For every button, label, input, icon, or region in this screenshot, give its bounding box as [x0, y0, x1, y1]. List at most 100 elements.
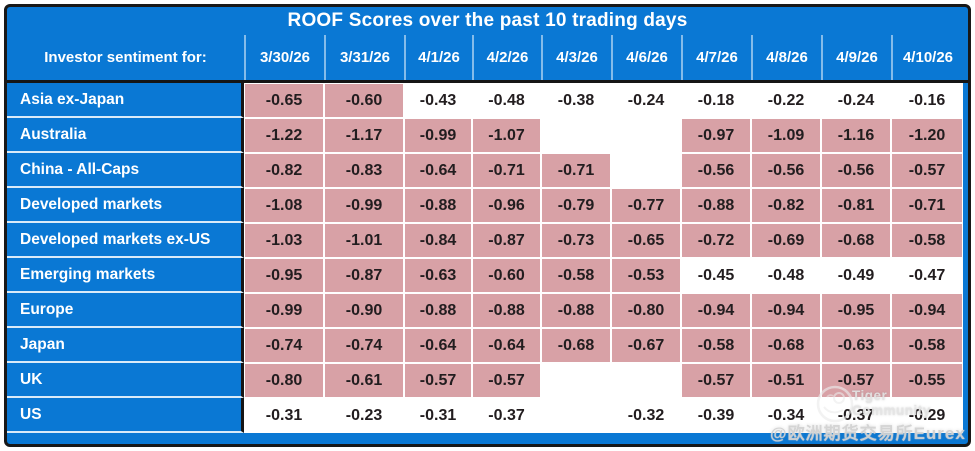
score-cell-blank — [541, 363, 611, 398]
score-cell: -0.69 — [751, 223, 821, 258]
score-cell: -0.94 — [751, 293, 821, 328]
score-cell: -0.53 — [611, 258, 681, 293]
roof-scores-table: ROOF Scores over the past 10 trading day… — [4, 4, 971, 447]
table-row: Europe -0.99 -0.90 -0.88 -0.88 -0.88 -0.80 -0.9… — [7, 293, 968, 328]
score-cell: -0.99 — [324, 188, 404, 223]
score-cell: -0.56 — [821, 153, 891, 188]
score-cell: -1.03 — [244, 223, 324, 258]
header-divider — [7, 80, 968, 83]
score-cell: -0.64 — [404, 153, 472, 188]
score-cell-blank — [611, 118, 681, 153]
row-label: China - All-Caps — [7, 153, 244, 188]
date-column-header: 4/7/26 — [681, 35, 751, 80]
score-cell: -0.55 — [891, 363, 963, 398]
table-row: Developed markets ex-US -1.03 -1.01 -0.84 -0… — [7, 223, 968, 258]
score-cell: -0.16 — [891, 83, 963, 118]
date-column-header: 4/9/26 — [821, 35, 891, 80]
table-row: Asia ex-Japan -0.65 -0.60 -0.43 -0.48 -0.38 -0… — [7, 83, 968, 118]
date-column-header: 4/3/26 — [541, 35, 611, 80]
score-cell: -0.37 — [821, 398, 891, 433]
table-row: US -0.31 -0.23 -0.31 -0.37 -0.32 -0.39 -0.34 -0.… — [7, 398, 968, 433]
table-row: Developed markets -1.08 -0.99 -0.88 -0.96 -0.… — [7, 188, 968, 223]
date-column-header: 4/10/26 — [891, 35, 963, 80]
row-label: Developed markets ex-US — [7, 223, 244, 258]
score-cell: -0.94 — [891, 293, 963, 328]
score-cell-blank — [541, 118, 611, 153]
score-cell: -0.31 — [244, 398, 324, 433]
score-cell: -0.68 — [751, 328, 821, 363]
score-cell: -0.74 — [244, 328, 324, 363]
score-cell: -0.80 — [611, 293, 681, 328]
score-cell: -0.37 — [472, 398, 541, 433]
score-cell: -0.88 — [541, 293, 611, 328]
table-title: ROOF Scores over the past 10 trading day… — [287, 10, 688, 31]
score-cell: -0.88 — [472, 293, 541, 328]
row-label: Developed markets — [7, 188, 244, 223]
score-cell: -0.82 — [751, 188, 821, 223]
score-cell: -0.88 — [681, 188, 751, 223]
score-cell: -0.57 — [472, 363, 541, 398]
score-cell: -0.67 — [611, 328, 681, 363]
score-cell: -0.57 — [404, 363, 472, 398]
score-cell: -0.24 — [821, 83, 891, 118]
score-cell: -0.71 — [891, 188, 963, 223]
score-cell: -0.64 — [472, 328, 541, 363]
score-cell: -0.58 — [891, 223, 963, 258]
date-column-header: 4/1/26 — [404, 35, 472, 80]
score-cell: -0.83 — [324, 153, 404, 188]
score-cell: -0.68 — [541, 328, 611, 363]
score-cell: -0.60 — [324, 83, 404, 118]
table-row: Japan -0.74 -0.74 -0.64 -0.64 -0.68 -0.67 -0.58… — [7, 328, 968, 363]
score-cell: -1.09 — [751, 118, 821, 153]
row-header-label: Investor sentiment for: — [44, 49, 207, 66]
date-column-header: 3/30/26 — [244, 35, 324, 80]
row-label: Japan — [7, 328, 244, 363]
row-label: US — [7, 398, 244, 433]
score-cell: -1.01 — [324, 223, 404, 258]
table-row: UK -0.80 -0.61 -0.57 -0.57 -0.57 -0.51 -0.57 -0.… — [7, 363, 968, 398]
score-cell: -0.43 — [404, 83, 472, 118]
row-label: Australia — [7, 118, 244, 153]
score-cell: -0.24 — [611, 83, 681, 118]
score-cell: -0.71 — [541, 153, 611, 188]
score-cell: -0.47 — [891, 258, 963, 293]
score-cell: -0.71 — [472, 153, 541, 188]
score-cell: -0.49 — [821, 258, 891, 293]
table-body: Asia ex-Japan -0.65 -0.60 -0.43 -0.48 -0.38 -0… — [7, 83, 968, 433]
score-cell: -0.39 — [681, 398, 751, 433]
score-cell: -0.57 — [821, 363, 891, 398]
score-cell: -1.07 — [472, 118, 541, 153]
score-cell: -0.63 — [404, 258, 472, 293]
score-cell: -0.73 — [541, 223, 611, 258]
score-cell: -0.51 — [751, 363, 821, 398]
score-cell: -0.90 — [324, 293, 404, 328]
score-cell: -0.23 — [324, 398, 404, 433]
score-cell: -0.97 — [681, 118, 751, 153]
date-column-header: 4/2/26 — [472, 35, 541, 80]
score-cell: -0.38 — [541, 83, 611, 118]
score-cell: -0.29 — [891, 398, 963, 433]
score-cell: -0.99 — [244, 293, 324, 328]
table-row: Emerging markets -0.95 -0.87 -0.63 -0.60 -0.5… — [7, 258, 968, 293]
score-cell: -0.18 — [681, 83, 751, 118]
score-cell: -0.64 — [404, 328, 472, 363]
score-cell: -0.95 — [244, 258, 324, 293]
score-cell: -0.72 — [681, 223, 751, 258]
score-cell: -0.58 — [681, 328, 751, 363]
score-cell: -0.61 — [324, 363, 404, 398]
score-cell: -0.56 — [681, 153, 751, 188]
score-cell: -1.22 — [244, 118, 324, 153]
score-cell: -0.57 — [891, 153, 963, 188]
score-cell: -0.63 — [821, 328, 891, 363]
table-row: China - All-Caps -0.82 -0.83 -0.64 -0.71 -0.7… — [7, 153, 968, 188]
score-cell: -1.17 — [324, 118, 404, 153]
score-cell: -0.99 — [404, 118, 472, 153]
score-cell: -0.57 — [681, 363, 751, 398]
score-cell: -0.81 — [821, 188, 891, 223]
score-cell: -0.88 — [404, 188, 472, 223]
table-title-bar: ROOF Scores over the past 10 trading day… — [7, 7, 968, 35]
row-label: UK — [7, 363, 244, 398]
score-cell: -0.88 — [404, 293, 472, 328]
score-cell: -0.58 — [541, 258, 611, 293]
score-cell: -0.68 — [821, 223, 891, 258]
